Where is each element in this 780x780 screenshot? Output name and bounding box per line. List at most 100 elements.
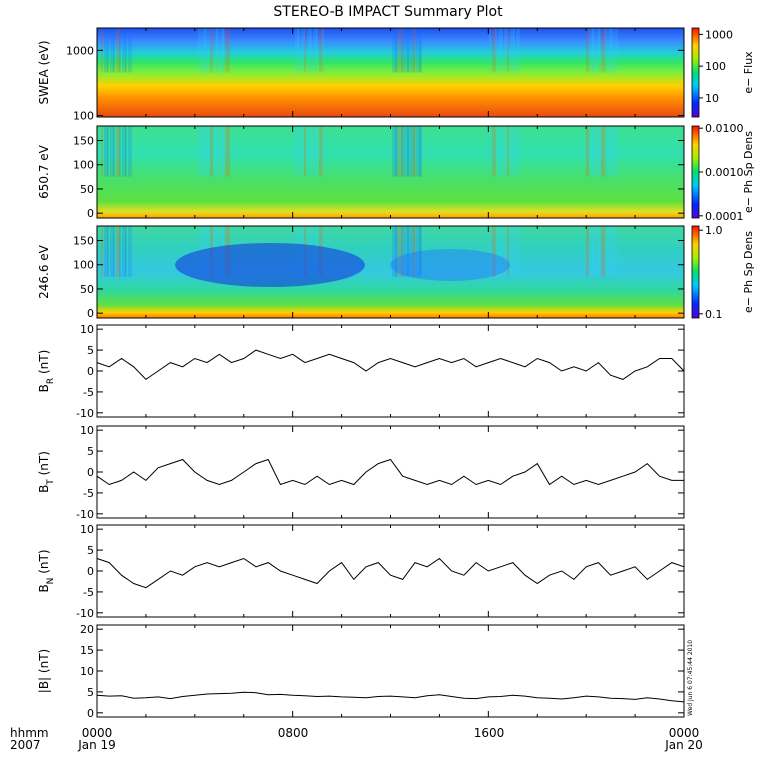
spectrogram-streak [213, 28, 218, 73]
spectrogram-streak [398, 126, 403, 177]
spectrogram-streak [613, 126, 618, 177]
y-tick-label: 100 [73, 159, 94, 172]
spectrogram-streak [507, 226, 509, 277]
spectrogram-streak [416, 226, 421, 277]
spectrogram-streak [313, 28, 317, 73]
y-tick-label: 0 [87, 466, 94, 479]
spectrogram-streak [498, 126, 502, 177]
spectrogram-streak [113, 226, 115, 277]
colorbar-tick-label: 0.0100 [705, 122, 744, 135]
spectrogram-streak [413, 226, 416, 277]
spectrogram-streak [319, 126, 323, 177]
spectrogram-streak [404, 126, 409, 177]
spectrogram-streak [410, 126, 415, 177]
spectrogram-streak [589, 226, 594, 277]
y-axis-label: |B| (nT) [37, 649, 51, 693]
spectrogram-streak [504, 226, 508, 277]
spectrogram-streak [610, 226, 613, 277]
spectrogram-streak [113, 126, 115, 177]
spectrogram-streak [489, 226, 491, 277]
spectrogram-streak [295, 126, 299, 177]
spectrogram-streak [392, 126, 397, 177]
spectrogram-streak [295, 28, 299, 73]
spectrogram-streak [310, 28, 312, 73]
spectrogram-streak [395, 28, 398, 73]
data-line [96, 458, 684, 486]
spectrogram-streak [322, 28, 324, 73]
spectrogram-streak [598, 226, 601, 277]
spectrogram-streak [398, 28, 403, 73]
colorbar-label: e− Ph Sp Dens [742, 131, 755, 213]
y-axis-label: BT (nT) [37, 451, 56, 493]
spectrogram-streak [489, 28, 491, 73]
spectrogram-streak [489, 126, 491, 177]
spectrogram-streak [392, 28, 397, 73]
data-line [96, 349, 685, 381]
y-tick-label: 100 [73, 259, 94, 272]
spectrogram-streak [107, 226, 109, 277]
spectrogram-streak [586, 226, 589, 277]
colorbar-tick-label: 0.0010 [705, 166, 744, 179]
y-tick-label: -10 [76, 508, 94, 521]
colorbar-tick-label: 100 [705, 60, 726, 73]
spectrogram-streak [316, 126, 318, 177]
spectrogram-streak [607, 28, 612, 73]
spectrogram-streak [201, 126, 206, 177]
date-label-end: Jan 20 [664, 738, 703, 752]
plot-title: STEREO-B IMPACT Summary Plot [273, 4, 503, 20]
spectrogram-streak [401, 226, 404, 277]
spectrogram-streak [104, 28, 108, 73]
spectrogram-streak [498, 28, 502, 73]
spectrogram-streak [101, 126, 103, 177]
spectrogram-streak [613, 226, 618, 277]
y-tick-label: -10 [76, 407, 94, 420]
spectrogram-streak [595, 28, 600, 73]
y-tick-label: 0 [87, 365, 94, 378]
spectrogram-streak [513, 126, 515, 177]
spectrogram-streak [225, 126, 230, 177]
low-density-region [175, 243, 365, 287]
panel-frame [96, 524, 685, 618]
y-tick-label: 100 [73, 110, 94, 123]
colorbar-label: e− Flux [742, 51, 755, 94]
y-tick-label: 5 [87, 445, 94, 458]
spectrogram-streak [207, 126, 212, 177]
spectrogram-streak [119, 226, 121, 277]
spectrogram-streak [604, 28, 607, 73]
spectrogram-streak [107, 28, 109, 73]
spectrogram-streak [413, 28, 416, 73]
y-axis-label: 650.7 eV [37, 144, 51, 199]
y-tick-label: 1000 [66, 44, 94, 57]
spectrogram-streak [407, 28, 410, 73]
spectrogram-streak [419, 226, 422, 277]
time-format-label: hhmm [10, 726, 49, 740]
spectrogram-streak [122, 28, 126, 73]
spectrogram-streak [492, 126, 496, 177]
colorbar-tick-label: 1000 [705, 28, 733, 41]
y-tick-label: 150 [73, 235, 94, 248]
spectrogram-streak [298, 28, 300, 73]
spectrogram-streak [119, 126, 121, 177]
colorbar-tick-label: 0.0001 [705, 210, 744, 223]
spectrogram-streak [513, 28, 515, 73]
spectrogram-streak [413, 126, 416, 177]
y-tick-label: 0 [87, 207, 94, 220]
spectrogram-streak [210, 126, 213, 177]
spectrogram-streak [507, 126, 509, 177]
spectrogram-streak [210, 28, 213, 73]
time-axis-footer: hhmm 2007 0000 0800 1600 0000 Jan 19 Jan… [10, 640, 703, 752]
y-tick-label: 10 [80, 523, 94, 536]
colorbar-label: e− Ph Sp Dens [742, 231, 755, 313]
spectrogram-streak [128, 226, 132, 277]
spectrogram-streak [507, 28, 509, 73]
spectrogram-streak [510, 28, 514, 73]
spectrogram-streak [198, 126, 201, 177]
spectrogram-streak [392, 226, 397, 277]
low-density-region [390, 249, 510, 281]
spectrogram-streak [510, 126, 514, 177]
y-tick-label: 0 [87, 707, 94, 720]
year-label: 2007 [10, 738, 41, 752]
spectrogram-streak [216, 28, 219, 73]
spectrogram-streak [104, 226, 108, 277]
spectrogram-streak [613, 28, 618, 73]
